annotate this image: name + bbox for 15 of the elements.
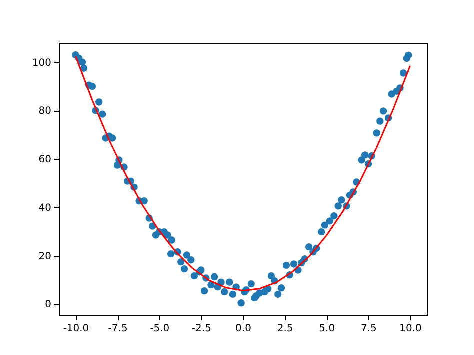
- y-tick-label: 60: [38, 154, 52, 166]
- x-tick-label: 10.0: [400, 324, 422, 334]
- x-tick-label: -7.5: [108, 324, 128, 334]
- x-tick-label: -2.5: [192, 324, 212, 334]
- x-tick-label: -10.0: [63, 324, 90, 334]
- y-tick-label: 100: [32, 58, 52, 69]
- y-tick-label: 40: [38, 202, 52, 214]
- x-tick-label: 2.5: [277, 324, 294, 334]
- x-tick-label: 7.5: [361, 324, 377, 334]
- y-tick-label: 20: [38, 251, 52, 262]
- x-tick-label: 5.0: [319, 324, 336, 334]
- y-tick-label: 80: [38, 106, 52, 118]
- x-tick-label: -5.0: [150, 324, 170, 334]
- x-tick-label: 0.0: [236, 324, 252, 334]
- y-tick-label: 0: [45, 300, 52, 311]
